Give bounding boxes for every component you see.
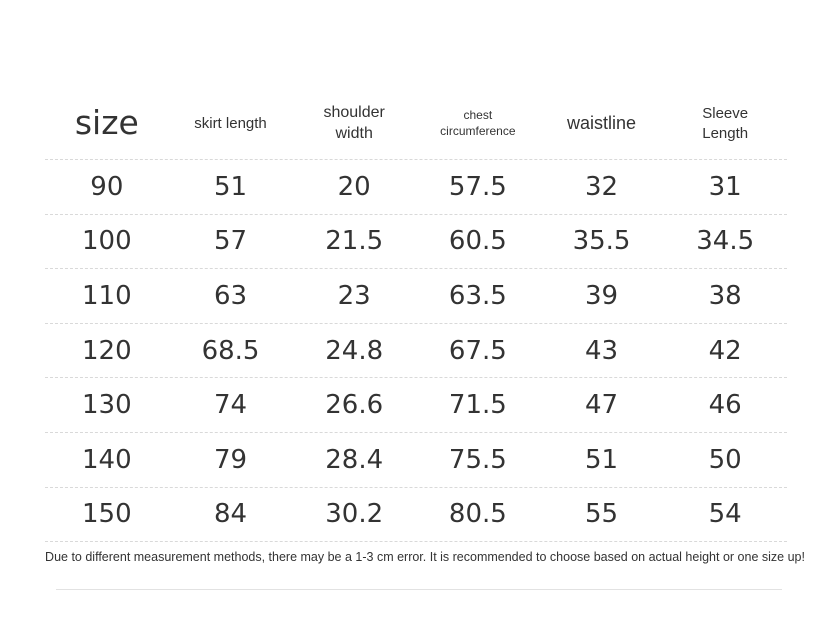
cell-waistline: 55 [584,499,619,530]
cell-chest: 80.5 [448,499,507,530]
cell-waistline: 32 [584,171,619,202]
header-shoulder-line2: width [335,124,373,142]
cell-sleeve-length: 34.5 [696,226,755,257]
table-row: 140 79 28.4 75.5 51 50 [45,433,787,488]
cell-chest: 60.5 [448,226,507,257]
cell-shoulder-width: 24.8 [325,335,384,366]
cell-shoulder-width: 30.2 [325,499,384,530]
cell-size: 110 [82,280,132,311]
header-sleeve-line2: Length [702,124,749,142]
cell-size: 140 [82,444,132,475]
cell-chest: 63.5 [448,280,507,311]
cell-skirt-length: 57 [213,226,248,257]
cell-waistline: 47 [584,390,619,421]
cell-size: 100 [82,226,132,257]
cell-waistline: 39 [584,280,619,311]
cell-shoulder-width: 21.5 [325,226,384,257]
cell-sleeve-length: 54 [708,499,742,530]
cell-sleeve-length: 31 [708,171,742,202]
header-size: size [74,103,139,143]
cell-skirt-length: 63 [213,280,248,311]
size-chart-table: size skirt length shoulder width chest c… [45,88,787,543]
cell-size: 120 [82,335,132,366]
table-header-row: size skirt length shoulder width chest c… [45,88,787,160]
cell-shoulder-width: 23 [337,280,371,311]
cell-chest: 67.5 [448,335,507,366]
bottom-divider [56,589,782,590]
header-shoulder-width: shoulder width [292,103,416,145]
cell-sleeve-length: 38 [708,280,742,311]
measurement-note: Due to different measurement methods, th… [45,550,805,564]
cell-chest: 57.5 [448,171,507,202]
cell-sleeve-length: 42 [708,335,742,366]
cell-waistline: 35.5 [572,226,631,257]
cell-size: 150 [82,499,132,530]
cell-skirt-length: 84 [213,499,248,530]
cell-skirt-length: 68.5 [201,335,260,366]
cell-size: 90 [90,171,124,202]
cell-size: 130 [82,390,132,421]
header-chest-line1: chest [463,107,493,122]
cell-skirt-length: 51 [213,171,248,202]
table-row: 100 57 21.5 60.5 35.5 34.5 [45,215,787,270]
header-chest-circumference: chest circumference [416,108,540,139]
cell-shoulder-width: 20 [337,171,371,202]
cell-chest: 71.5 [448,390,507,421]
cell-sleeve-length: 46 [708,390,742,421]
cell-skirt-length: 74 [213,390,248,421]
table-row: 150 84 30.2 80.5 55 54 [45,488,787,543]
cell-waistline: 43 [584,335,619,366]
header-chest-line2: circumference [440,123,516,138]
cell-chest: 75.5 [448,444,507,475]
header-skirt-length: skirt length [194,114,267,132]
table-row: 120 68.5 24.8 67.5 43 42 [45,324,787,379]
cell-waistline: 51 [584,444,619,475]
header-shoulder-line1: shoulder [323,103,385,121]
cell-skirt-length: 79 [213,444,248,475]
cell-shoulder-width: 28.4 [325,444,384,475]
table-row: 130 74 26.6 71.5 47 46 [45,378,787,433]
header-sleeve-line1: Sleeve [702,105,749,122]
cell-sleeve-length: 50 [708,444,742,475]
header-waistline: waistline [567,112,637,133]
cell-shoulder-width: 26.6 [325,390,384,421]
header-sleeve-length: Sleeve Length [663,104,787,143]
table-row: 90 51 20 57.5 32 31 [45,160,787,215]
table-row: 110 63 23 63.5 39 38 [45,269,787,324]
